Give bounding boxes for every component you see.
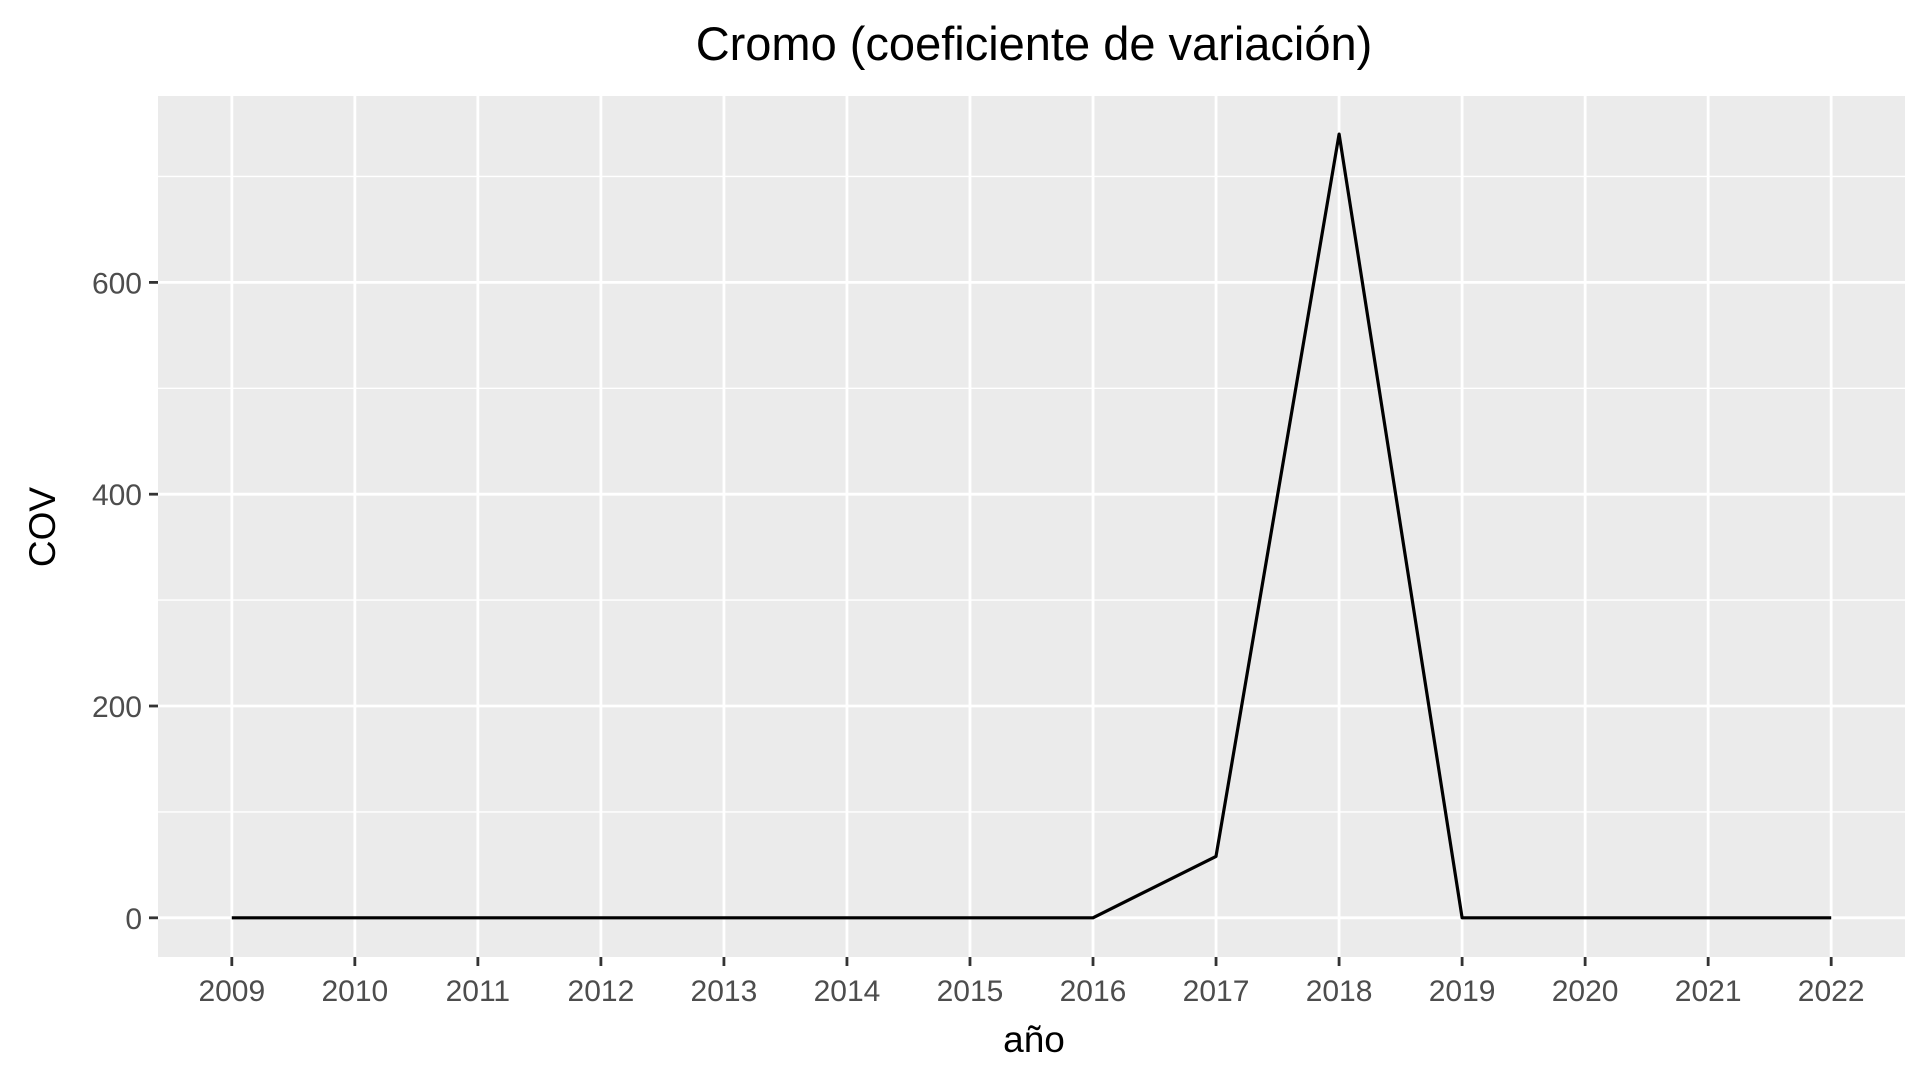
x-tick-label: 2013: [691, 975, 758, 1008]
x-tick-label: 2014: [814, 975, 881, 1008]
x-tick-label: 2009: [198, 975, 265, 1008]
x-axis-title: año: [1003, 1019, 1065, 1060]
chart-title: Cromo (coeficiente de variación): [696, 17, 1373, 70]
y-tick-label: 0: [125, 903, 142, 936]
x-tick-label: 2020: [1552, 975, 1619, 1008]
x-tick-label: 2016: [1060, 975, 1127, 1008]
x-axis: 2009 2010 2011 2012 2013 2014 2015 2016 2017 2018…: [198, 957, 1865, 1008]
y-axis: 0 200 400 600: [92, 267, 158, 936]
x-tick-label: 2018: [1306, 975, 1373, 1008]
x-tick-label: 2011: [446, 975, 511, 1008]
plot-panel: [158, 96, 1905, 957]
x-tick-label: 2019: [1429, 975, 1496, 1008]
x-tick-label: 2010: [321, 975, 388, 1008]
x-tick-label: 2022: [1798, 975, 1865, 1008]
y-axis-title: COV: [22, 487, 63, 568]
major-gridlines: [158, 96, 1905, 957]
x-tick-label: 2015: [937, 975, 1004, 1008]
minor-gridlines: [158, 175, 1905, 813]
x-tick-label: 2017: [1183, 975, 1250, 1008]
x-tick-label: 2012: [568, 975, 635, 1008]
series-line: [231, 132, 1832, 920]
y-tick-label: 600: [92, 267, 142, 300]
x-tick-label: 2021: [1675, 975, 1742, 1008]
y-tick-label: 200: [92, 691, 142, 724]
y-tick-label: 400: [92, 479, 142, 512]
